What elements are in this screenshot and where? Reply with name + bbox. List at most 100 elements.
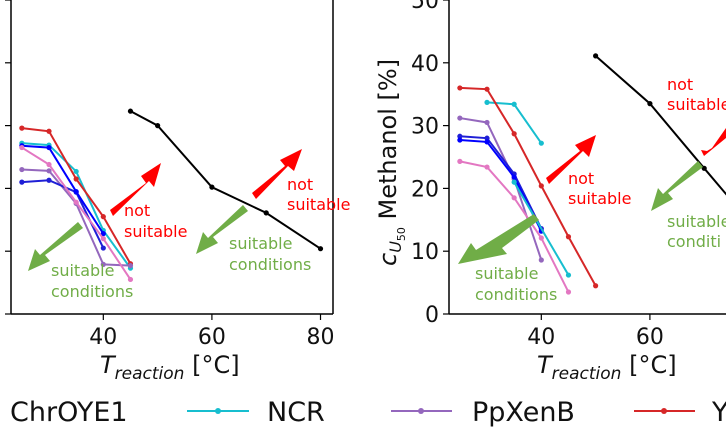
right-anno-suitable-2-line1: suitable [667,212,726,231]
left-line-blue2-point-2 [73,188,79,195]
right-line-black [594,55,726,196]
right-x-axis-label: Treaction [°C] [537,351,677,384]
left-line-pink-point-4 [127,276,134,283]
left-anno-not-suitable-2-line2: suitable [287,195,350,214]
left-xlabel-main: T [100,351,117,379]
left-line-pink-point-3 [100,236,106,242]
left-arrow-red-2 [252,149,302,199]
left-line-black-point-1 [155,123,161,129]
left-line-blue1-point-1 [46,177,52,183]
left-xtick-label-2: 80 [307,325,335,350]
right-line-pink-point-2 [511,195,517,201]
right-line-pink-point-0 [457,158,463,164]
right-arrow-green-1 [458,214,539,264]
right-line-cyan2 [513,181,570,276]
left-x-ticks: 40 60 80 [89,314,335,350]
right-line-red-point-4 [565,234,572,240]
left-line-red-point-3 [100,214,106,220]
right-anno-not-suitable-2-line2: suitable [667,95,726,114]
left-x-axis-label: Treaction [°C] [100,351,240,384]
right-ytick-label-0: 0 [425,303,439,328]
legend-marker-y [661,408,667,414]
right-ytick-label-3: 30 [411,115,439,140]
left-anno-suitable-1-line1: suitable [51,261,114,280]
right-ytick-label-1: 10 [411,240,439,265]
right-ylabel-sub: U [386,241,405,253]
left-anno-not-suitable-1-line2: suitable [124,222,187,241]
left-arrow-red-1 [110,163,161,216]
left-line-purple-point-1 [46,168,52,174]
right-line-pink-point-1 [484,164,490,170]
left-line-blue1-point-3 [100,245,106,251]
right-x-ticks: 40 60 [527,314,664,350]
left-xtick-label-1: 60 [198,325,226,350]
left-line-blue2-point-1 [46,144,52,151]
right-line-purple-point-3 [538,257,544,263]
legend-label-y: Y [711,397,726,427]
right-anno-suitable-1-line2: conditions [475,285,557,304]
right-line-blue1 [459,135,543,230]
right-anno-not-suitable-1-line2: suitable [568,189,631,208]
right-line-red-point-1 [484,86,490,92]
right-arrow-green-2 [651,161,703,211]
right-ytick-label-4: 40 [411,52,439,77]
left-line-red-point-1 [46,128,52,134]
right-anno-suitable-1-line1: suitable [475,264,538,283]
left-line-black-point-2 [209,184,215,190]
left-line-blue2-point-3 [100,231,106,237]
right-xlabel-unit: [°C] [621,351,676,379]
left-anno-suitable-1-line2: conditions [51,282,133,301]
left-line-blue2 [21,144,105,235]
right-line-cyan-point-0 [484,99,490,105]
left-line-black-point-4 [317,246,324,252]
legend-label-chroye1: ChrOYE1 [10,397,128,427]
right-anno-suitable-2-line2: conditi [667,232,721,251]
right-line-blue1-point-0 [457,133,463,139]
right-line-red-point-3 [538,183,544,189]
legend-marker-ncr [215,408,221,414]
right-line-cyan-point-1 [511,101,517,107]
legend-label-ncr: NCR [267,397,325,427]
left-anno-not-suitable-1-line1: not [124,201,150,220]
right-line-cyan2-point-0 [511,179,517,185]
right-line-blue2-point-2 [511,174,517,180]
legend-marker-ppxenb [418,408,424,414]
left-y-ticks [5,0,11,315]
left-line-black-point-0 [127,108,134,114]
right-line-blue2-point-0 [457,137,463,143]
right-ylabel-rest: Methanol [%] [374,59,402,227]
right-xlabel-main: T [537,351,554,379]
left-line-cyan-point-2 [73,168,79,175]
right-xlabel-sub: reaction [552,364,622,384]
left-line-purple-point-4 [127,263,134,269]
right-anno-not-suitable-2-line1: not [667,75,693,94]
right-line-cyan-point-2 [538,140,544,146]
left-series [19,108,324,283]
legend: ChrOYE1 NCR PpXenB Y [10,397,726,427]
left-line-purple [21,168,131,267]
right-line-cyan [486,101,543,144]
right-anno-not-suitable-1-line1: not [568,169,594,188]
left-line-purple-point-0 [19,166,25,173]
left-line-red-point-0 [19,125,25,131]
right-line-blue1-point-1 [484,135,490,141]
left-arrow-green-1 [28,222,83,271]
right-line-cyan2-point-1 [565,272,572,278]
left-line-black-point-3 [263,210,269,216]
left-line-red [21,127,132,265]
left-line-pink-point-2 [73,199,79,205]
left-xlabel-unit: [°C] [184,351,239,379]
left-line-blue1-point-0 [19,179,25,185]
panel-right: 0 10 20 30 40 50 40 60 not suitable suitable c… [374,0,726,384]
right-line-black-point-1 [647,101,653,107]
legend-label-ppxenb: PpXenB [472,397,575,427]
right-ytick-label-2: 20 [411,177,439,202]
panel-left: 40 60 80 not suitable suitable conditions … [5,0,350,384]
right-y-axis-label: cU50 Methanol [%] [374,59,408,266]
right-line-pink-point-3 [538,235,544,241]
right-line-red-point-2 [511,131,517,137]
right-line-red-point-0 [457,85,463,91]
right-arrow-red-2 [701,128,726,156]
right-ylabel-main: c [374,253,402,266]
